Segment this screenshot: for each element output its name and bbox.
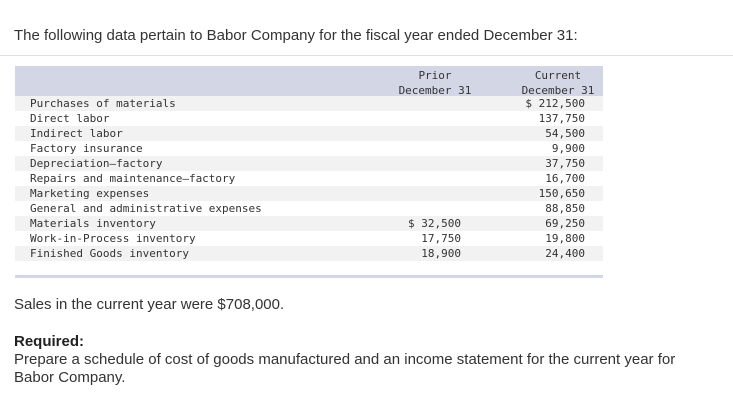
table-bottom-border [15, 261, 603, 278]
current-value: 88,850 [545, 202, 585, 215]
table-body: Purchases of materials $ 212,500 Direct la… [15, 96, 603, 261]
divider [0, 55, 733, 56]
data-table: Prior December 31 Current December 31 Pu… [15, 66, 603, 278]
current-value: 24,400 [545, 247, 585, 260]
table-row: Marketing expenses 150,650 [15, 186, 603, 201]
row-label: Work-in-Process inventory [30, 232, 196, 245]
row-label: Purchases of materials [30, 97, 176, 110]
table-row: Direct labor 137,750 [15, 111, 603, 126]
row-label: Depreciation—factory [30, 157, 163, 170]
table-row: Depreciation—factory 37,750 [15, 156, 603, 171]
prior-header-line2: December 31 [398, 84, 472, 97]
row-label: Marketing expenses [30, 187, 150, 200]
table-row: Work-in-Process inventory 17,750 19,800 [15, 231, 603, 246]
intro-text: The following data pertain to Babor Comp… [14, 27, 578, 44]
row-label: General and administrative expenses [30, 202, 262, 215]
prior-value: 18,900 [421, 247, 461, 260]
row-label: Factory insurance [30, 142, 143, 155]
prior-column-header: Prior December 31 [388, 68, 482, 98]
current-value: 16,700 [545, 172, 585, 185]
row-label: Finished Goods inventory [30, 247, 189, 260]
sales-text: Sales in the current year were $708,000. [14, 296, 285, 313]
row-label: Indirect labor [30, 127, 123, 140]
current-header-line1: Current [534, 69, 582, 82]
table-row: Purchases of materials $ 212,500 [15, 96, 603, 111]
required-heading: Required: [14, 333, 85, 350]
table-row: Materials inventory $ 32,500 69,250 [15, 216, 603, 231]
current-value: 19,800 [545, 232, 585, 245]
current-column-header: Current December 31 [505, 68, 611, 98]
table-row: Repairs and maintenance—factory 16,700 [15, 171, 603, 186]
current-value: 37,750 [545, 157, 585, 170]
required-text: Prepare a schedule of cost of goods manu… [14, 351, 676, 386]
current-value: 137,750 [538, 112, 585, 125]
current-value: 9,900 [551, 142, 585, 155]
table-header: Prior December 31 Current December 31 [15, 66, 603, 98]
row-label: Materials inventory [30, 217, 156, 230]
table-row: General and administrative expenses 88,85… [15, 201, 603, 216]
prior-value: 17,750 [421, 232, 461, 245]
current-value: 150,650 [538, 187, 585, 200]
table-row: Factory insurance 9,900 [15, 141, 603, 156]
table-row: Finished Goods inventory 18,900 24,400 [15, 246, 603, 261]
current-value: $ 212,500 [525, 97, 585, 110]
table-row: Indirect labor 54,500 [15, 126, 603, 141]
prior-header-line1: Prior [418, 69, 452, 82]
prior-value: $ 32,500 [408, 217, 461, 230]
current-header-line2: December 31 [521, 84, 595, 97]
current-value: 54,500 [545, 127, 585, 140]
current-value: 69,250 [545, 217, 585, 230]
row-label: Direct labor [30, 112, 110, 125]
row-label: Repairs and maintenance—factory [30, 172, 236, 185]
